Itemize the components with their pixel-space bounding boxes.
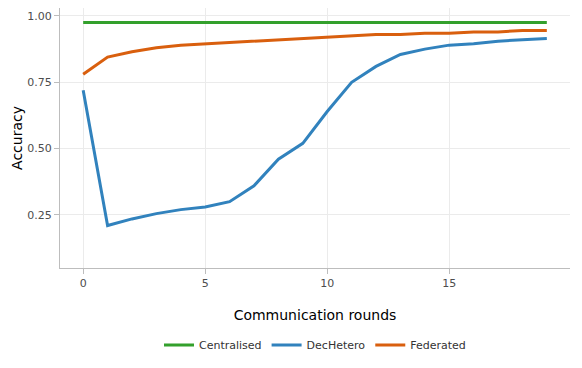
svg-text:0.25: 0.25: [27, 209, 52, 222]
svg-text:Centralised: Centralised: [199, 339, 262, 352]
svg-text:5: 5: [202, 277, 209, 290]
svg-text:0: 0: [80, 277, 87, 290]
svg-text:Communication rounds: Communication rounds: [234, 307, 397, 323]
svg-text:0.50: 0.50: [27, 142, 52, 155]
svg-text:10: 10: [320, 277, 334, 290]
svg-text:1.00: 1.00: [27, 10, 52, 23]
svg-text:15: 15: [442, 277, 456, 290]
svg-text:DecHetero: DecHetero: [307, 339, 366, 352]
svg-text:Accuracy: Accuracy: [9, 106, 25, 170]
svg-text:0.75: 0.75: [27, 76, 52, 89]
svg-text:Federated: Federated: [410, 339, 466, 352]
